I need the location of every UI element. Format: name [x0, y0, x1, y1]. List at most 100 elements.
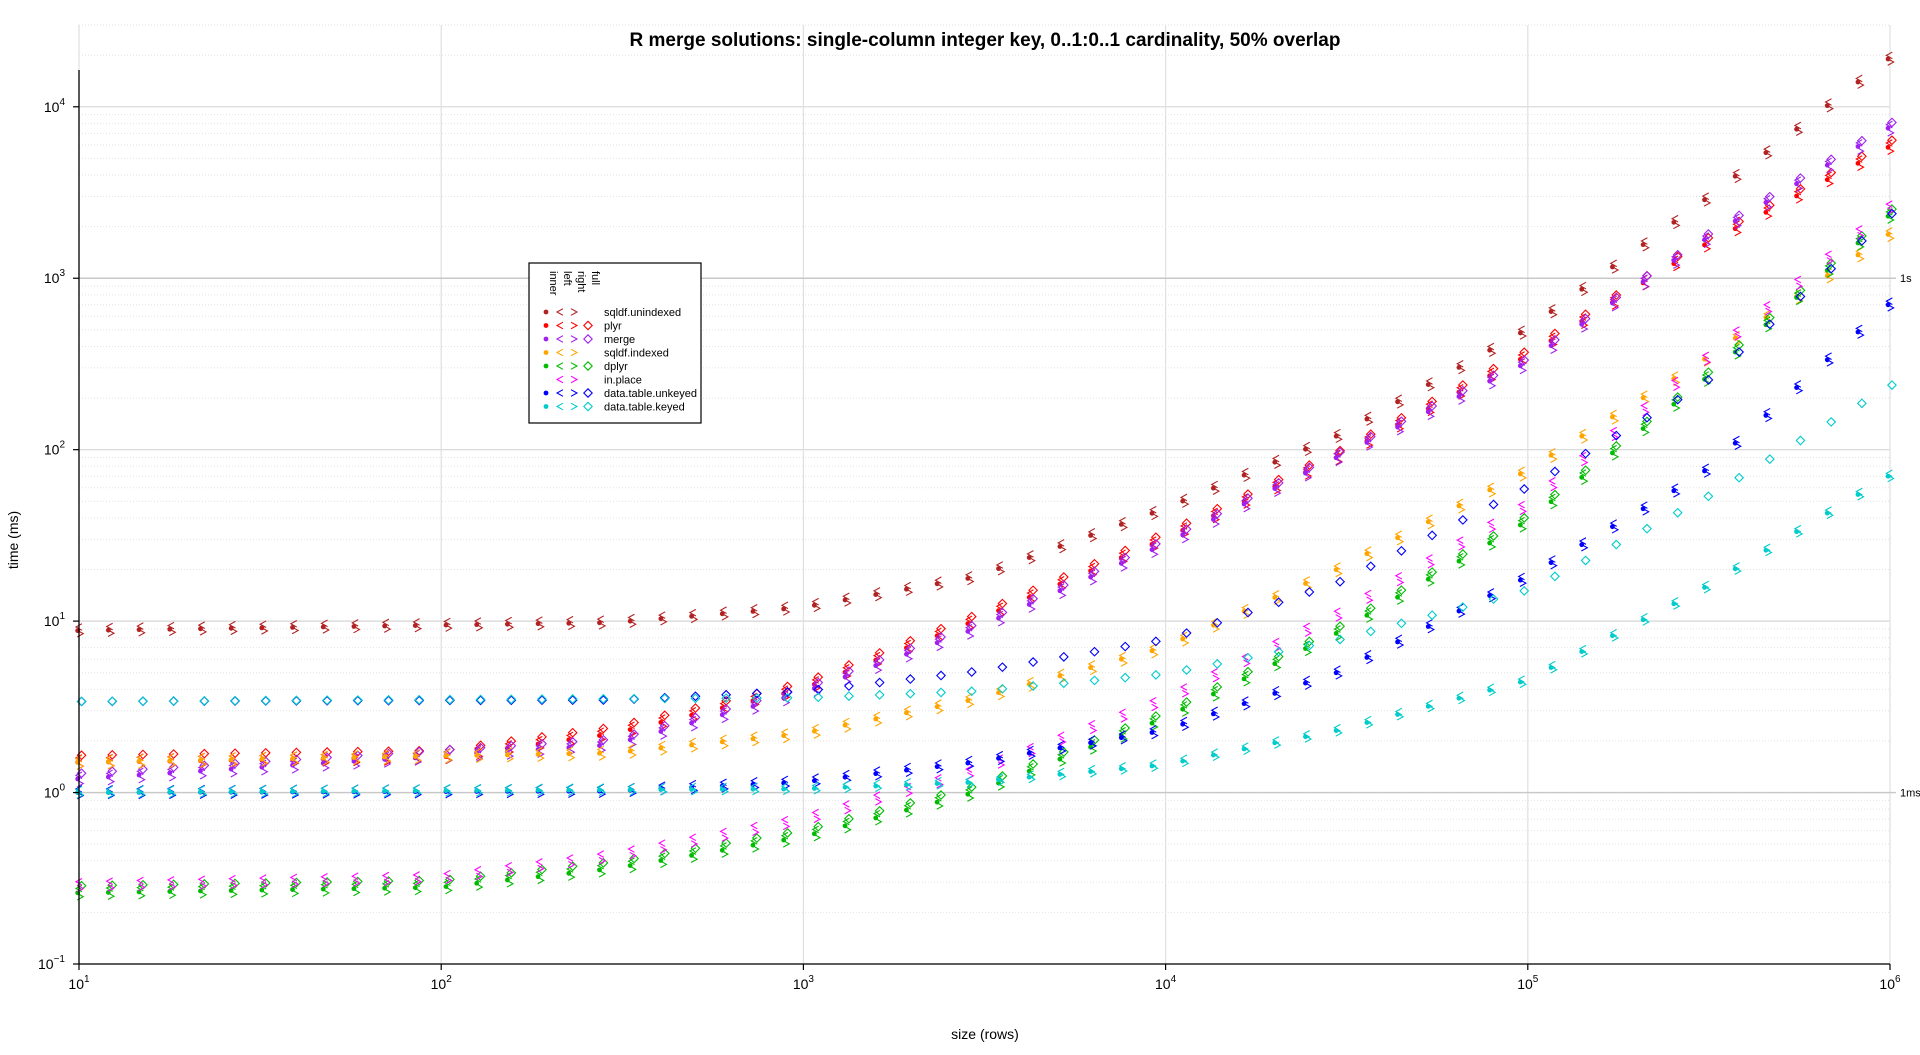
data-point — [445, 789, 453, 797]
data-point — [228, 752, 236, 760]
data-point — [105, 622, 113, 631]
data-point — [1458, 696, 1466, 705]
data-point — [138, 628, 146, 637]
data-point — [1365, 626, 1376, 637]
data-point — [750, 782, 758, 791]
data-point — [689, 720, 694, 726]
data-point — [1241, 496, 1249, 505]
data-point — [1026, 589, 1034, 597]
data-point — [322, 695, 333, 706]
data-point — [261, 790, 269, 798]
data-point — [1548, 338, 1556, 346]
data-point — [1150, 636, 1161, 647]
data-point — [537, 790, 545, 799]
data-point — [1182, 709, 1190, 717]
data-point — [197, 621, 206, 629]
data-point — [1886, 204, 1897, 215]
data-point — [1366, 418, 1374, 426]
series-in-place — [74, 200, 1895, 893]
data-point — [1548, 447, 1556, 456]
data-point — [1333, 665, 1341, 673]
data-point — [688, 847, 697, 855]
data-point — [1826, 154, 1837, 165]
data-point — [1734, 442, 1742, 450]
data-point — [1118, 727, 1126, 735]
data-point — [1212, 617, 1223, 628]
data-point — [1578, 428, 1587, 437]
data-point — [782, 686, 793, 697]
data-point — [596, 850, 605, 858]
data-point — [1795, 183, 1806, 194]
data-point — [1764, 312, 1775, 323]
data-point — [169, 760, 177, 769]
legend-column-header: full — [589, 271, 601, 285]
data-point — [1857, 242, 1865, 251]
data-point — [1793, 187, 1802, 196]
data-point — [1456, 691, 1464, 700]
data-point — [1826, 257, 1835, 265]
data-point — [1826, 263, 1837, 274]
data-point — [228, 620, 236, 629]
data-point — [1179, 493, 1188, 502]
data-point — [1210, 617, 1218, 626]
data-point — [414, 758, 423, 766]
data-point — [230, 769, 238, 778]
data-point — [1581, 288, 1589, 297]
data-point — [1793, 121, 1802, 130]
data-point — [1763, 145, 1771, 153]
legend-marker — [543, 363, 549, 369]
data-point — [903, 705, 911, 714]
data-point — [383, 760, 392, 768]
data-point — [1271, 736, 1280, 744]
data-point — [1578, 316, 1587, 325]
data-point — [1824, 157, 1832, 166]
data-point — [1057, 731, 1065, 740]
data-point — [782, 787, 791, 796]
data-point — [1885, 200, 1893, 208]
data-point — [1764, 454, 1775, 465]
data-point — [568, 788, 576, 797]
data-point — [351, 872, 359, 880]
data-point — [1857, 81, 1865, 89]
legend-column-header: inner — [547, 271, 559, 296]
data-point — [105, 785, 113, 793]
data-point — [1519, 579, 1528, 587]
data-point — [1210, 748, 1218, 756]
data-point — [596, 615, 605, 623]
data-point — [1517, 500, 1525, 509]
data-point — [1670, 483, 1679, 491]
data-point — [1120, 715, 1129, 723]
data-point — [1579, 321, 1585, 327]
data-point — [291, 877, 302, 888]
data-point — [1795, 291, 1806, 302]
data-point — [1241, 501, 1247, 507]
data-point — [1149, 643, 1157, 652]
data-point — [105, 877, 113, 885]
data-point — [1179, 701, 1188, 709]
data-point — [320, 750, 328, 759]
data-point — [688, 707, 697, 715]
data-point — [1241, 670, 1249, 679]
data-point — [966, 667, 977, 677]
legend-marker — [555, 308, 564, 316]
data-point — [506, 788, 515, 797]
data-point — [476, 789, 484, 797]
data-point — [537, 788, 545, 797]
data-point — [1120, 552, 1131, 563]
data-point — [934, 640, 940, 646]
data-point — [934, 776, 942, 785]
legend-label: in.place — [604, 375, 642, 387]
legend-marker — [570, 348, 579, 357]
data-point — [751, 833, 762, 844]
data-point — [721, 715, 729, 724]
data-point — [1089, 742, 1098, 750]
data-point — [443, 869, 451, 878]
data-point — [629, 788, 637, 796]
data-point — [1271, 637, 1280, 646]
data-point — [995, 773, 1004, 781]
data-point — [1335, 569, 1343, 578]
data-point — [1304, 462, 1315, 473]
data-point — [967, 632, 975, 640]
data-point — [138, 761, 146, 769]
